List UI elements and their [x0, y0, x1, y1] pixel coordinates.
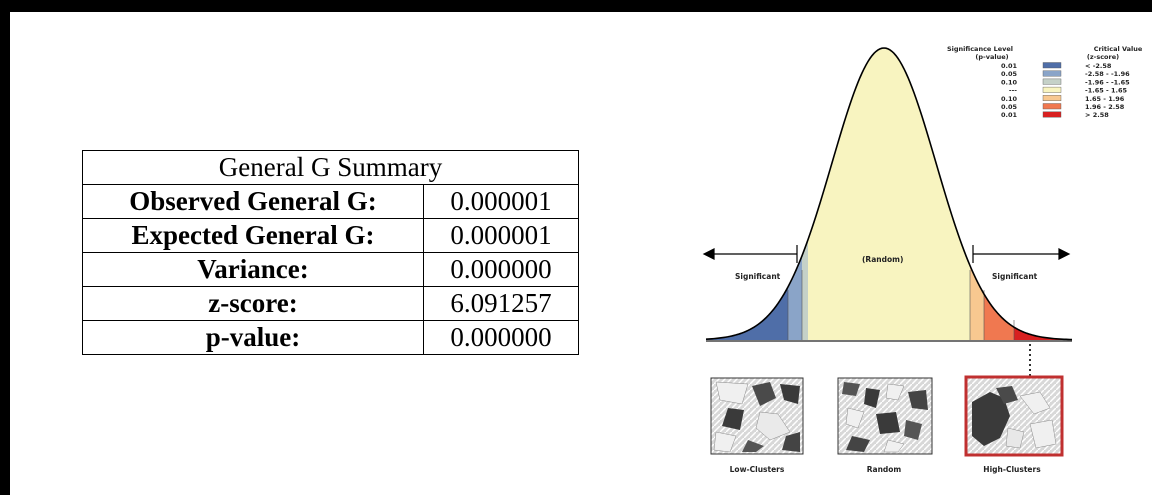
row-value: 0.000001	[423, 218, 579, 253]
band-p005-low	[788, 48, 802, 340]
legend-zscore: -1.65 - 1.65	[1085, 87, 1127, 95]
legend-rows: 0.01 < -2.58 0.05 -2.58 - -1.96 0.10 -1.96 - …	[1001, 62, 1130, 119]
right-significant-label: Significant	[992, 272, 1038, 281]
table-row: Expected General G: 0.000001	[82, 218, 579, 253]
legend-zscore: -1.96 - -1.65	[1085, 78, 1130, 86]
legend-pvalue: 0.05	[1001, 70, 1018, 78]
low-clusters-map	[710, 377, 804, 455]
random-map-label: Random	[867, 465, 902, 474]
row-label: Observed General G:	[82, 184, 424, 219]
row-value: 0.000000	[423, 252, 579, 287]
row-label: z-score:	[82, 286, 424, 321]
legend-pvalue: ---	[1009, 87, 1017, 95]
legend-pvalue: 0.05	[1001, 103, 1018, 111]
random-map	[837, 377, 933, 455]
legend-pvalue: 0.01	[1001, 62, 1018, 70]
legend-zscore: -2.58 - -1.96	[1085, 70, 1130, 78]
legend-zscore: 1.96 - 2.58	[1085, 103, 1125, 111]
band-p010-high	[970, 48, 984, 340]
left-significant-arrow	[702, 245, 798, 263]
band-dividers	[787, 270, 1015, 340]
significance-legend: Significance Level (p-value) Critical Va…	[947, 45, 1143, 119]
legend-zscore: 1.65 - 1.96	[1085, 95, 1125, 103]
legend-zscore: < -2.58	[1085, 62, 1112, 70]
band-p010-low	[802, 48, 808, 340]
general-g-summary-table: General G Summary Observed General G: 0.…	[82, 150, 579, 355]
high-clusters-map	[964, 375, 1064, 457]
table-row: Observed General G: 0.000001	[82, 184, 579, 219]
table-header-row: General G Summary	[82, 150, 579, 185]
legend-zscore: > 2.58	[1085, 111, 1109, 119]
legend-swatch	[1042, 70, 1062, 77]
random-label: (Random)	[862, 255, 903, 264]
band-random	[808, 48, 970, 340]
legend-crit-sub: (z-score)	[1087, 53, 1119, 61]
high-clusters-label: High-Clusters	[983, 465, 1041, 474]
table-row: Variance: 0.000000	[82, 252, 579, 287]
band-p001-high	[1014, 48, 1072, 340]
row-label: p-value:	[82, 320, 424, 355]
legend-swatch	[1042, 78, 1062, 85]
row-value: 6.091257	[423, 286, 579, 321]
table-row: z-score: 6.091257	[82, 286, 579, 321]
band-p001-low	[706, 48, 788, 340]
legend-swatch	[1042, 103, 1062, 110]
legend-pvalue: 0.10	[1001, 78, 1018, 86]
legend-pvalue: 0.10	[1001, 95, 1018, 103]
legend-swatch	[1042, 95, 1062, 102]
legend-crit-header: Critical Value	[1094, 45, 1143, 53]
row-label: Expected General G:	[82, 218, 424, 253]
legend-pvalue: 0.01	[1001, 111, 1018, 119]
legend-sig-header: Significance Level	[947, 45, 1013, 53]
legend-swatch	[1042, 62, 1062, 69]
row-value: 0.000001	[423, 184, 579, 219]
left-significant-label: Significant	[735, 272, 781, 281]
legend-sig-sub: (p-value)	[975, 53, 1008, 61]
curve-bands	[706, 48, 1072, 340]
row-label: Variance:	[82, 252, 424, 287]
table-title: General G Summary	[82, 150, 579, 185]
right-significant-arrow	[972, 245, 1071, 263]
bell-curve	[705, 47, 1073, 341]
low-clusters-label: Low-Clusters	[730, 465, 785, 474]
row-value: 0.000000	[423, 320, 579, 355]
legend-swatch	[1042, 86, 1062, 93]
legend-swatch	[1042, 111, 1062, 118]
normal-distribution-diagram: Significant (Random) Significant Signifi…	[702, 45, 1143, 474]
table-row: p-value: 0.000000	[82, 320, 579, 355]
